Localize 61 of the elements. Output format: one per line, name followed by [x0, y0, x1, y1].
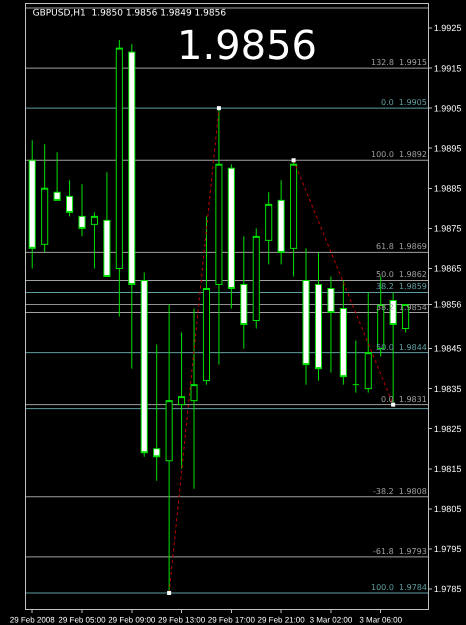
candlestick [153, 344, 160, 482]
y-tick-label: 1.9885 [434, 183, 462, 194]
y-tick-label: 1.9915 [434, 63, 462, 74]
candlestick [178, 332, 186, 470]
candlestick [340, 280, 347, 386]
candlestick [327, 276, 334, 374]
candlestick [278, 180, 285, 265]
y-tick-label: 1.9795 [434, 544, 462, 554]
candlestick [78, 184, 86, 237]
candlestick [352, 340, 360, 394]
candlestick [116, 40, 123, 318]
candlestick [166, 304, 173, 594]
y-tick-label: 1.9895 [434, 143, 462, 154]
candlestick [252, 228, 260, 330]
candlestick [28, 140, 36, 269]
candlestick [302, 248, 310, 386]
x-tick-label: 29 Feb 2008 [10, 616, 56, 625]
ref-line-label: 132.8 1.9915 [371, 58, 427, 67]
candlestick [41, 144, 48, 253]
candlestick [128, 44, 136, 370]
candlestick [54, 152, 61, 201]
candlestick [140, 272, 148, 458]
x-tick-label: 3 Mar 02:00 [310, 616, 353, 625]
x-tick-label: 29 Feb 17:00 [208, 616, 256, 625]
candlestick [265, 192, 272, 265]
y-tick-label: 1.9925 [434, 23, 462, 34]
y-tick-label: 1.9875 [434, 224, 462, 234]
y-tick-label: 1.9835 [434, 384, 462, 394]
x-tick-label: 29 Feb 09:00 [108, 616, 156, 625]
y-tick-label: 1.9805 [434, 504, 462, 514]
ref-line-label: 100.0 1.9784 [371, 583, 427, 592]
y-tick-label: 1.9865 [434, 264, 462, 274]
ref-line-label: -61.8 1.9793 [373, 547, 427, 556]
y-tick-label: 1.9905 [434, 103, 462, 114]
x-tick-label: 29 Feb 13:00 [158, 616, 206, 625]
x-tick-label: 29 Feb 05:00 [58, 616, 106, 625]
x-tick-label: 3 Mar 06:00 [359, 616, 403, 625]
y-tick-label: 1.9815 [434, 464, 462, 474]
candlestick [66, 180, 74, 217]
y-tick-label: 1.9785 [434, 584, 462, 594]
ref-line-label: 100.0 1.9892 [371, 150, 427, 159]
candlestick [103, 172, 110, 277]
x-tick-label: 29 Feb 21:00 [258, 616, 306, 625]
text: GBPUSD,H1 1.9850 1.9856 1.9849 1.9856 [32, 8, 226, 19]
candlestick [228, 164, 235, 309]
candlestick [90, 212, 98, 269]
candlestick [290, 160, 298, 277]
y-tick-label: 1.9825 [434, 424, 462, 434]
candlestick [240, 236, 248, 350]
y-tick-label: 1.9845 [434, 344, 462, 354]
ref-line-label: 61.8 1.9869 [376, 242, 427, 251]
candlestick [364, 292, 372, 394]
candlestick [314, 252, 322, 382]
candlestick [215, 108, 222, 366]
candlestick [202, 216, 210, 386]
ref-line-label: 0.0 1.9905 [381, 98, 427, 107]
ref-line-label: 50.0 1.9862 [376, 270, 427, 279]
ref-line-label: -38.2 1.9808 [373, 487, 427, 496]
y-tick-label: 1.9856 [434, 300, 462, 310]
annotation: 1.9856 [177, 23, 317, 69]
candlestick [190, 308, 198, 490]
